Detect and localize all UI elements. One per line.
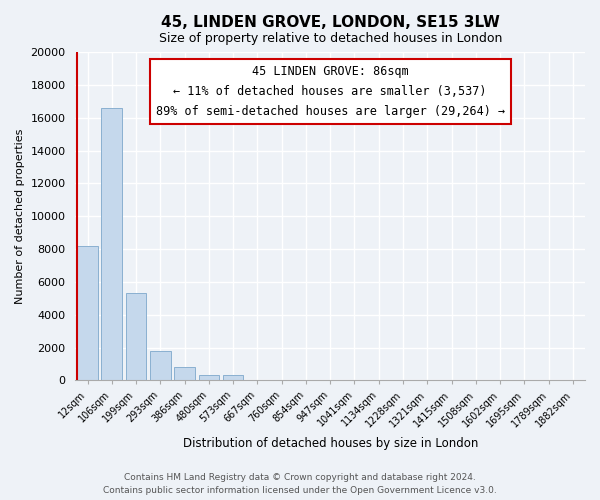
Title: 45, LINDEN GROVE, LONDON, SE15 3LW: 45, LINDEN GROVE, LONDON, SE15 3LW — [161, 15, 500, 30]
Bar — [126, 294, 146, 380]
X-axis label: Distribution of detached houses by size in London: Distribution of detached houses by size … — [182, 437, 478, 450]
Bar — [77, 246, 98, 380]
Text: Contains HM Land Registry data © Crown copyright and database right 2024.
Contai: Contains HM Land Registry data © Crown c… — [103, 474, 497, 495]
Bar — [199, 376, 219, 380]
Bar — [101, 108, 122, 380]
Bar — [150, 351, 170, 380]
Text: Size of property relative to detached houses in London: Size of property relative to detached ho… — [158, 32, 502, 46]
Text: 45 LINDEN GROVE: 86sqm
← 11% of detached houses are smaller (3,537)
89% of semi-: 45 LINDEN GROVE: 86sqm ← 11% of detached… — [155, 65, 505, 118]
Bar — [223, 376, 244, 380]
Bar — [174, 368, 195, 380]
Y-axis label: Number of detached properties: Number of detached properties — [15, 128, 25, 304]
